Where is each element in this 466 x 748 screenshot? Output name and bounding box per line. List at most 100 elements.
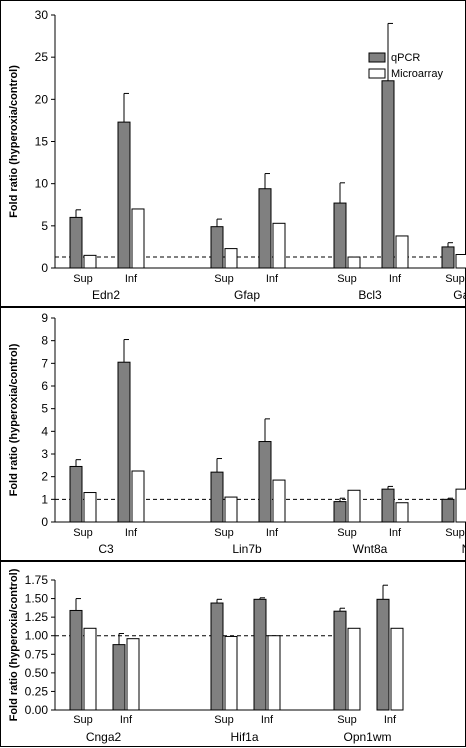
gene-label: Edn2: [92, 288, 120, 302]
microarray-bar: [131, 208, 145, 269]
gene-label: Wnt8a: [353, 542, 388, 556]
y-tick-label: 4: [41, 424, 48, 438]
sub-category-label: Sup: [214, 527, 234, 539]
gene-label: Bcl3: [358, 288, 382, 302]
gene-label: Nr2e3: [462, 542, 466, 556]
sub-category-label: Sup: [445, 527, 465, 539]
y-tick-label: 6: [41, 379, 48, 393]
y-tick-label: 30: [35, 8, 49, 22]
microarray-bar: [347, 627, 361, 711]
microarray-bar: [347, 489, 361, 523]
y-tick-label: 1.75: [25, 573, 49, 587]
y-tick-label: 0.00: [25, 703, 49, 717]
chart-panel-2: 0 1 2 3 4 5 6 7 8 9 Fold ratio (hyperoxia/control)…: [8, 311, 466, 556]
y-tick-label: 9: [41, 311, 48, 325]
qpcr-bar: [376, 598, 390, 711]
chart-panel-3: 0.00 0.25 0.50 0.75 1.00 1.25 1.50 1.75 Fold rat…: [8, 568, 404, 744]
sub-category-label: Sup: [73, 714, 93, 726]
sub-category-label: Inf: [266, 527, 279, 539]
microarray-bar: [347, 256, 361, 269]
y-tick-label: 1.25: [25, 610, 49, 624]
microarray-bar: [395, 235, 409, 269]
qpcr-bar: [333, 202, 347, 269]
sub-category-label: Inf: [125, 527, 138, 539]
sub-category-label: Inf: [125, 273, 138, 285]
qpcr-bar: [333, 610, 347, 711]
qpcr-bar: [69, 609, 83, 711]
sub-category-label: Inf: [384, 714, 397, 726]
y-tick-label: 0.50: [25, 666, 49, 680]
qpcr-bar: [381, 80, 395, 269]
qpcr-bar: [381, 488, 395, 523]
qpcr-bar: [112, 644, 126, 711]
qpcr-bar: [333, 501, 347, 523]
y-axis-label: Fold ratio (hyperoxia/control): [8, 343, 20, 496]
microarray-bar: [131, 470, 145, 523]
sub-category-label: Sup: [73, 273, 93, 285]
microarray-bar: [126, 638, 140, 711]
sub-category-label: Sup: [73, 527, 93, 539]
microarray-bar: [224, 635, 238, 711]
microarray-bar: [455, 254, 466, 269]
qpcr-bar: [210, 602, 224, 711]
sub-category-label: Inf: [389, 273, 402, 285]
sub-category-label: Sup: [214, 714, 234, 726]
y-tick-label: 0.25: [25, 684, 49, 698]
gene-label: Cnga2: [86, 730, 122, 744]
y-axis-label: Fold ratio (hyperoxia/control): [8, 568, 20, 721]
qpcr-bar: [441, 498, 455, 523]
qpcr-bar: [117, 121, 131, 269]
y-tick-label: 25: [35, 50, 49, 64]
y-tick-label: 1.50: [25, 592, 49, 606]
qpcr-bar: [69, 216, 83, 269]
qpcr-bar: [117, 361, 131, 523]
legend: qPCR Microarray: [368, 52, 443, 80]
sub-category-label: Inf: [120, 714, 133, 726]
legend-qpcr-label: qPCR: [391, 52, 420, 64]
sub-category-label: Sup: [445, 273, 465, 285]
legend-microarray-swatch: [368, 68, 386, 79]
microarray-bar: [272, 479, 286, 523]
microarray-bar: [267, 635, 281, 711]
gene-label: Gfap: [234, 288, 260, 302]
microarray-bar: [272, 222, 286, 269]
y-tick-label: 10: [35, 177, 49, 191]
y-tick-label: 5: [41, 402, 48, 416]
qpcr-bar: [258, 188, 272, 269]
gene-label: C3: [98, 542, 114, 556]
qpcr-bar: [210, 471, 224, 523]
panel-b-border: [0, 307, 466, 561]
microarray-bar: [83, 254, 97, 269]
y-axis-label: Fold ratio (hyperoxia/control): [8, 65, 20, 218]
microarray-bar: [395, 502, 409, 523]
y-tick-label: 1.00: [25, 629, 49, 643]
sub-category-label: Sup: [337, 714, 357, 726]
legend-qpcr-swatch: [368, 52, 386, 63]
y-tick-label: 5: [41, 219, 48, 233]
sub-category-label: Inf: [266, 273, 279, 285]
gene-label: Gadd45b: [453, 288, 466, 302]
qpcr-bar: [441, 246, 455, 269]
qpcr-bar: [210, 226, 224, 269]
qpcr-bar: [258, 441, 272, 523]
y-tick-label: 7: [41, 356, 48, 370]
y-tick-label: 8: [41, 334, 48, 348]
qpcr-bar: [69, 465, 83, 523]
y-tick-label: 15: [35, 135, 49, 149]
gene-label: Hif1a: [230, 730, 258, 744]
y-tick-label: 1: [41, 492, 48, 506]
y-tick-label: 0: [41, 515, 48, 529]
legend-microarray-label: Microarray: [391, 68, 443, 80]
y-tick-label: 0: [41, 261, 48, 275]
microarray-bar: [224, 248, 238, 269]
qpcr-bar: [253, 598, 267, 711]
sub-category-label: Inf: [389, 527, 402, 539]
y-tick-label: 20: [35, 92, 49, 106]
microarray-bar: [455, 488, 466, 523]
y-tick-label: 0.75: [25, 647, 49, 661]
sub-category-label: Inf: [261, 714, 274, 726]
microarray-bar: [390, 627, 404, 711]
